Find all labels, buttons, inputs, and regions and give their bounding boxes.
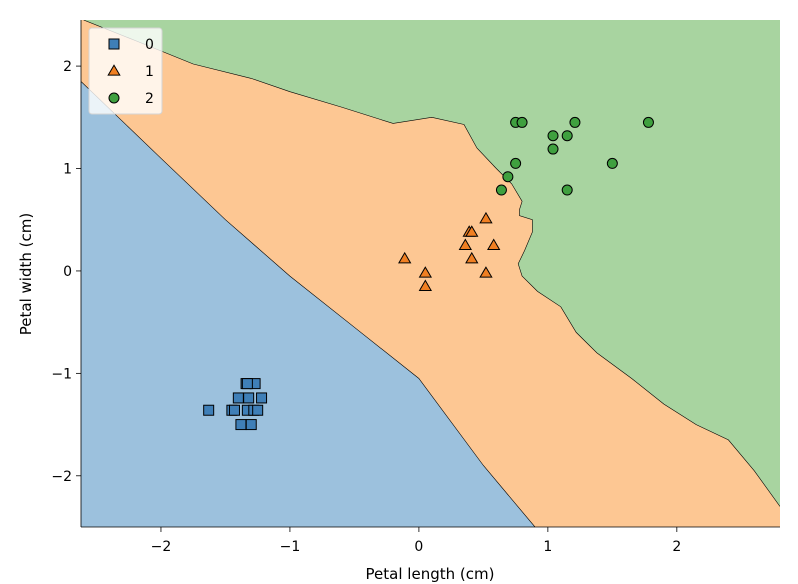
- legend: 0 1 2: [88, 27, 163, 115]
- x-tick-label: −1: [280, 539, 301, 555]
- data-point-class-2: [561, 184, 573, 196]
- data-point-class-2: [502, 171, 514, 183]
- data-point-class-1: [465, 225, 479, 237]
- data-point-class-2: [569, 116, 581, 128]
- x-axis-label: Petal length (cm): [366, 565, 495, 583]
- x-tick-label: 2: [672, 539, 681, 555]
- x-tick-label: 0: [414, 539, 423, 555]
- data-point-class-0: [241, 378, 253, 390]
- data-point-class-0: [256, 392, 268, 404]
- y-tick-label: −1: [51, 366, 72, 382]
- data-point-class-0: [232, 392, 244, 404]
- data-point-class-1: [465, 251, 479, 264]
- data-point-class-1: [418, 266, 433, 278]
- data-point-class-0: [245, 419, 257, 431]
- data-point-class-0: [243, 392, 255, 404]
- decision-boundary-0-1: [81, 81, 536, 527]
- data-point-class-0: [228, 404, 240, 416]
- data-point-class-0: [203, 404, 215, 416]
- legend-label-class-1: 1: [145, 64, 154, 80]
- data-point-class-2: [547, 143, 559, 155]
- x-tick-label: −2: [151, 539, 172, 555]
- plot-area: [81, 20, 780, 527]
- legend-marker-class-2: [108, 92, 120, 104]
- data-point-class-1: [479, 211, 493, 224]
- data-point-class-2: [516, 116, 528, 128]
- data-point-class-0: [235, 419, 247, 431]
- data-point-class-1: [418, 279, 433, 291]
- data-point-class-1: [398, 251, 412, 264]
- legend-label-class-0: 0: [145, 37, 154, 53]
- legend-marker-class-1: [107, 64, 121, 76]
- y-tick-label: 0: [63, 264, 72, 280]
- data-point-class-0: [252, 404, 264, 416]
- y-tick-label: 2: [63, 59, 72, 75]
- y-axis-label: Petal width (cm): [17, 213, 35, 335]
- data-point-class-2: [495, 184, 507, 196]
- y-tick-label: 1: [63, 162, 72, 178]
- data-point-class-2: [510, 157, 522, 169]
- legend-frame: [88, 27, 163, 115]
- decision-region-class-2: [81, 20, 780, 507]
- data-point-class-1: [479, 266, 493, 278]
- x-axis: −2 −1 0 1 2: [81, 526, 780, 555]
- decision-boundary-1-2: [83, 20, 780, 507]
- x-tick-label: 1: [543, 539, 552, 555]
- y-axis: −2 −1 0 1 2: [51, 20, 82, 527]
- data-points: [203, 116, 654, 431]
- data-point-class-2: [606, 157, 618, 169]
- y-tick-label: −2: [51, 469, 72, 485]
- legend-marker-class-0: [108, 38, 120, 50]
- data-point-class-1: [487, 238, 501, 251]
- data-point-class-2: [547, 130, 559, 142]
- data-point-class-2: [642, 116, 654, 128]
- data-point-class-1: [458, 238, 472, 251]
- data-point-class-2: [561, 130, 573, 142]
- legend-label-class-2: 2: [145, 91, 154, 107]
